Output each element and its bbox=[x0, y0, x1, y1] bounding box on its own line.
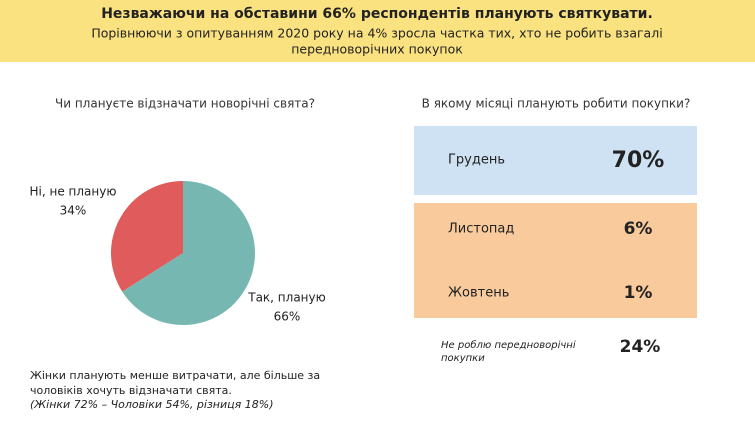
slice-value: 66% bbox=[274, 310, 301, 324]
row-label: Жовтень bbox=[448, 286, 509, 301]
other-label: покупки bbox=[441, 353, 485, 364]
header-subtitle: Порівнюючи з опитуванням 2020 року на 4%… bbox=[91, 26, 662, 41]
other-value: 24% bbox=[620, 337, 661, 357]
row-value: 70% bbox=[612, 148, 665, 173]
pie-title: Чи плануєте відзначати новорічні свята? bbox=[55, 97, 315, 111]
note-detail: (Жінки 72% – Чоловіки 54%, різниця 18%) bbox=[30, 398, 274, 411]
panel-title: В якому місяці планують робити покупки? bbox=[422, 97, 691, 111]
header-title: Незважаючи на обставини 66% респондентів… bbox=[101, 6, 653, 22]
row-label: Листопад bbox=[448, 222, 514, 237]
panel-secondary bbox=[414, 203, 697, 318]
other-label: Не роблю передноворічні bbox=[441, 339, 576, 351]
pie-slice bbox=[111, 181, 183, 292]
row-label: Грудень bbox=[448, 153, 505, 168]
row-value: 1% bbox=[624, 283, 653, 303]
pie-slice bbox=[122, 181, 255, 326]
panel-highlight bbox=[414, 126, 697, 195]
header-subtitle: передноворічних покупок bbox=[291, 42, 463, 57]
slice-label: Ні, не планую bbox=[30, 185, 117, 199]
header-band bbox=[0, 0, 755, 62]
note-line: чоловіків хочуть відзначати свята. bbox=[30, 384, 232, 397]
slice-value: 34% bbox=[60, 204, 87, 218]
note-line: Жінки планують менше витрачати, але біль… bbox=[30, 369, 320, 382]
slice-label: Так, планую bbox=[247, 291, 325, 305]
pie bbox=[111, 181, 255, 326]
row-value: 6% bbox=[624, 219, 653, 239]
